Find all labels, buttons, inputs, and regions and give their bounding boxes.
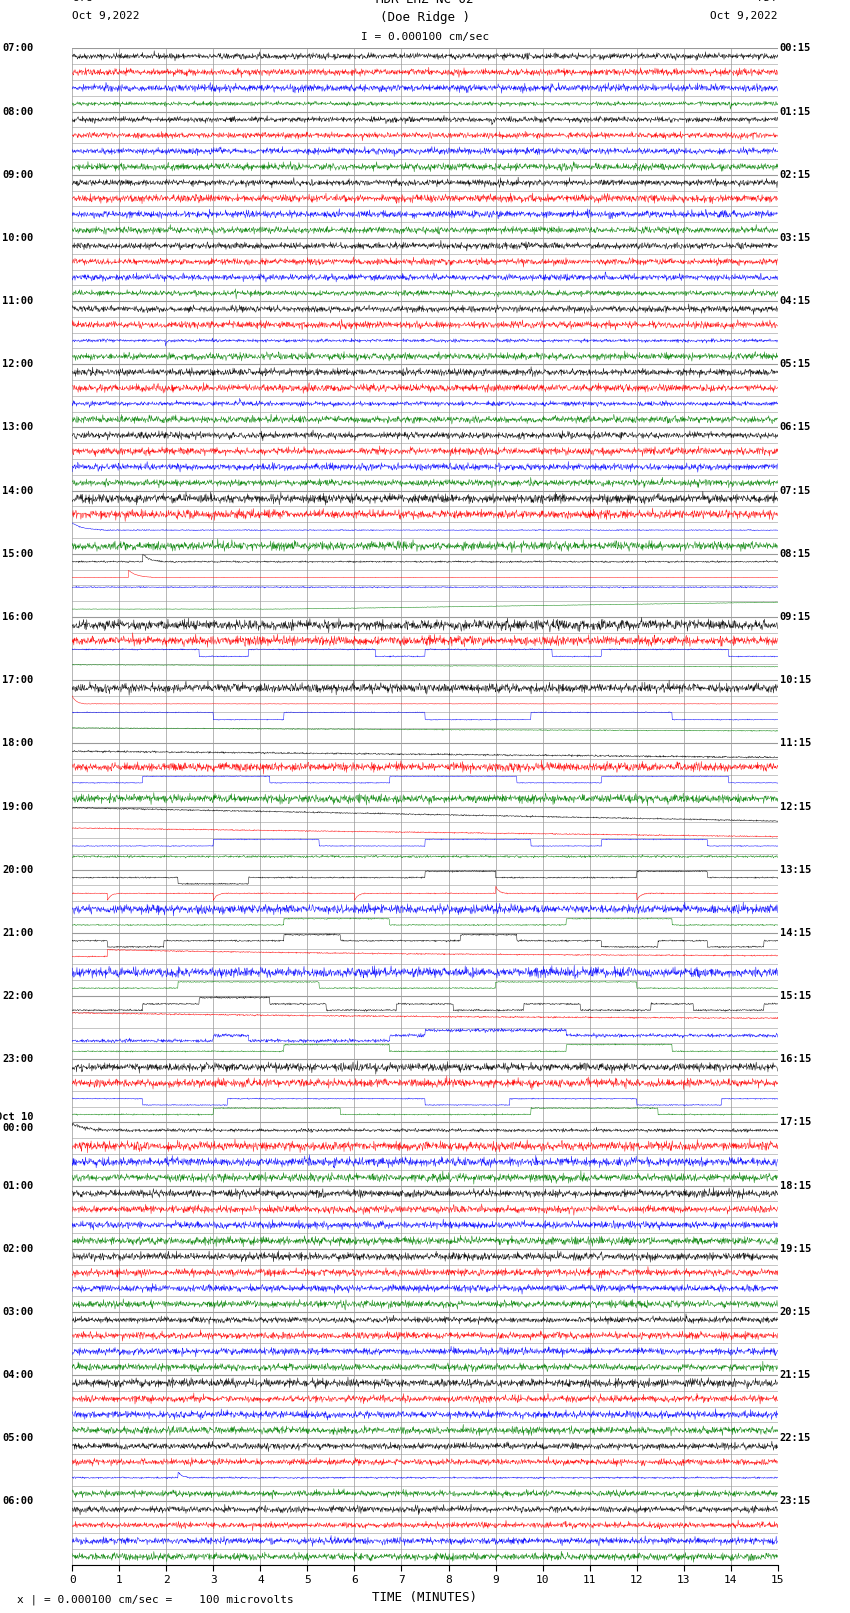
Text: 21:15: 21:15 <box>779 1369 811 1381</box>
Text: 13:15: 13:15 <box>779 865 811 874</box>
Text: 11:00: 11:00 <box>3 297 33 306</box>
Text: 16:00: 16:00 <box>3 611 33 623</box>
Text: PDT: PDT <box>757 0 778 3</box>
Text: I = 0.000100 cm/sec: I = 0.000100 cm/sec <box>361 32 489 42</box>
Text: 03:15: 03:15 <box>779 232 811 244</box>
Text: 22:00: 22:00 <box>3 990 33 1002</box>
X-axis label: TIME (MINUTES): TIME (MINUTES) <box>372 1590 478 1603</box>
Text: x | = 0.000100 cm/sec =    100 microvolts: x | = 0.000100 cm/sec = 100 microvolts <box>17 1594 294 1605</box>
Text: 18:00: 18:00 <box>3 739 33 748</box>
Text: 07:00: 07:00 <box>3 44 33 53</box>
Text: 20:15: 20:15 <box>779 1307 811 1316</box>
Text: 06:15: 06:15 <box>779 423 811 432</box>
Text: 21:00: 21:00 <box>3 927 33 937</box>
Text: 19:00: 19:00 <box>3 802 33 811</box>
Text: 04:00: 04:00 <box>3 1369 33 1381</box>
Text: 17:15: 17:15 <box>779 1118 811 1127</box>
Text: 07:15: 07:15 <box>779 486 811 495</box>
Text: 06:00: 06:00 <box>3 1497 33 1507</box>
Text: 04:15: 04:15 <box>779 297 811 306</box>
Text: 14:00: 14:00 <box>3 486 33 495</box>
Text: Oct 10
00:00: Oct 10 00:00 <box>0 1111 33 1134</box>
Text: 01:15: 01:15 <box>779 106 811 116</box>
Text: 01:00: 01:00 <box>3 1181 33 1190</box>
Text: MDR EHZ NC 02: MDR EHZ NC 02 <box>377 0 473 6</box>
Text: 03:00: 03:00 <box>3 1307 33 1316</box>
Text: 17:00: 17:00 <box>3 676 33 686</box>
Text: 14:15: 14:15 <box>779 927 811 937</box>
Text: 02:15: 02:15 <box>779 169 811 179</box>
Text: 09:15: 09:15 <box>779 611 811 623</box>
Text: 08:00: 08:00 <box>3 106 33 116</box>
Text: UTC: UTC <box>72 0 93 3</box>
Text: 09:00: 09:00 <box>3 169 33 179</box>
Text: 12:15: 12:15 <box>779 802 811 811</box>
Text: 11:15: 11:15 <box>779 739 811 748</box>
Text: 22:15: 22:15 <box>779 1434 811 1444</box>
Text: 18:15: 18:15 <box>779 1181 811 1190</box>
Text: 10:15: 10:15 <box>779 676 811 686</box>
Text: 19:15: 19:15 <box>779 1244 811 1253</box>
Text: Oct 9,2022: Oct 9,2022 <box>72 11 139 21</box>
Text: 12:00: 12:00 <box>3 360 33 369</box>
Text: 23:00: 23:00 <box>3 1055 33 1065</box>
Text: 23:15: 23:15 <box>779 1497 811 1507</box>
Text: 15:15: 15:15 <box>779 990 811 1002</box>
Text: 08:15: 08:15 <box>779 548 811 558</box>
Text: 05:15: 05:15 <box>779 360 811 369</box>
Text: 00:15: 00:15 <box>779 44 811 53</box>
Text: 05:00: 05:00 <box>3 1434 33 1444</box>
Text: 20:00: 20:00 <box>3 865 33 874</box>
Text: 15:00: 15:00 <box>3 548 33 558</box>
Text: 02:00: 02:00 <box>3 1244 33 1253</box>
Text: 16:15: 16:15 <box>779 1055 811 1065</box>
Text: Oct 9,2022: Oct 9,2022 <box>711 11 778 21</box>
Text: (Doe Ridge ): (Doe Ridge ) <box>380 11 470 24</box>
Text: 13:00: 13:00 <box>3 423 33 432</box>
Text: 10:00: 10:00 <box>3 232 33 244</box>
